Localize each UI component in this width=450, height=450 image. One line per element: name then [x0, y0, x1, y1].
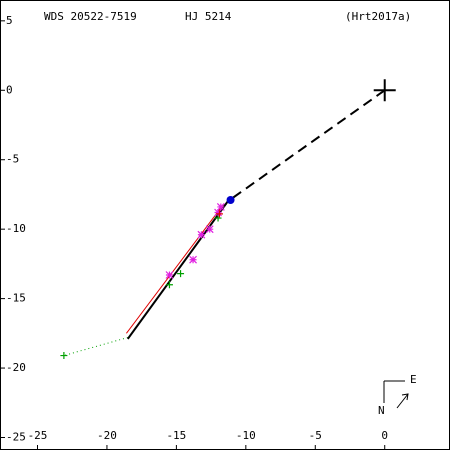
plus-marker: [177, 270, 185, 278]
y-tick-label: -20: [6, 361, 26, 374]
dot: [226, 196, 235, 204]
reference: (Hrt2017a): [345, 10, 411, 23]
y-tick-label: 5: [6, 14, 13, 27]
x-tick-label: -15: [166, 429, 186, 442]
chart-subtitle: HJ 5214: [185, 10, 232, 23]
asterisk-marker: [214, 208, 222, 217]
plus-marker: [215, 210, 223, 218]
orbit-line: [125, 203, 225, 334]
y-tick-label: 0: [6, 83, 13, 96]
y-tick-label: -5: [6, 153, 19, 166]
x-tick-label: -25: [28, 429, 48, 442]
y-tick-label: -25: [6, 431, 26, 444]
asterisk-marker: [216, 203, 225, 211]
y-tick-label: -15: [6, 292, 26, 305]
cross-marker: [373, 79, 396, 102]
asterisk-marker: [189, 255, 197, 264]
compass-arrow: [396, 393, 409, 409]
x-tick-label: 0: [381, 429, 388, 442]
compass: [383, 380, 409, 409]
orbit-line: [63, 337, 128, 357]
plus-marker: [60, 352, 68, 360]
orbit-line: [227, 89, 386, 203]
x-tick-label: -20: [97, 429, 117, 442]
asterisk-marker: [197, 230, 206, 239]
orbit-line: [126, 200, 229, 340]
asterisk-marker: [165, 271, 174, 279]
x-tick-label: -10: [236, 429, 256, 442]
asterisk-marker: [205, 225, 214, 234]
compass-n: N: [378, 404, 385, 417]
compass-e: E: [410, 373, 417, 386]
y-tick-label: -10: [6, 222, 26, 235]
x-tick-label: -5: [309, 429, 322, 442]
plus-marker: [165, 281, 173, 289]
chart-title: WDS 20522-7519: [44, 10, 137, 23]
compass-arrowhead: [401, 393, 409, 401]
